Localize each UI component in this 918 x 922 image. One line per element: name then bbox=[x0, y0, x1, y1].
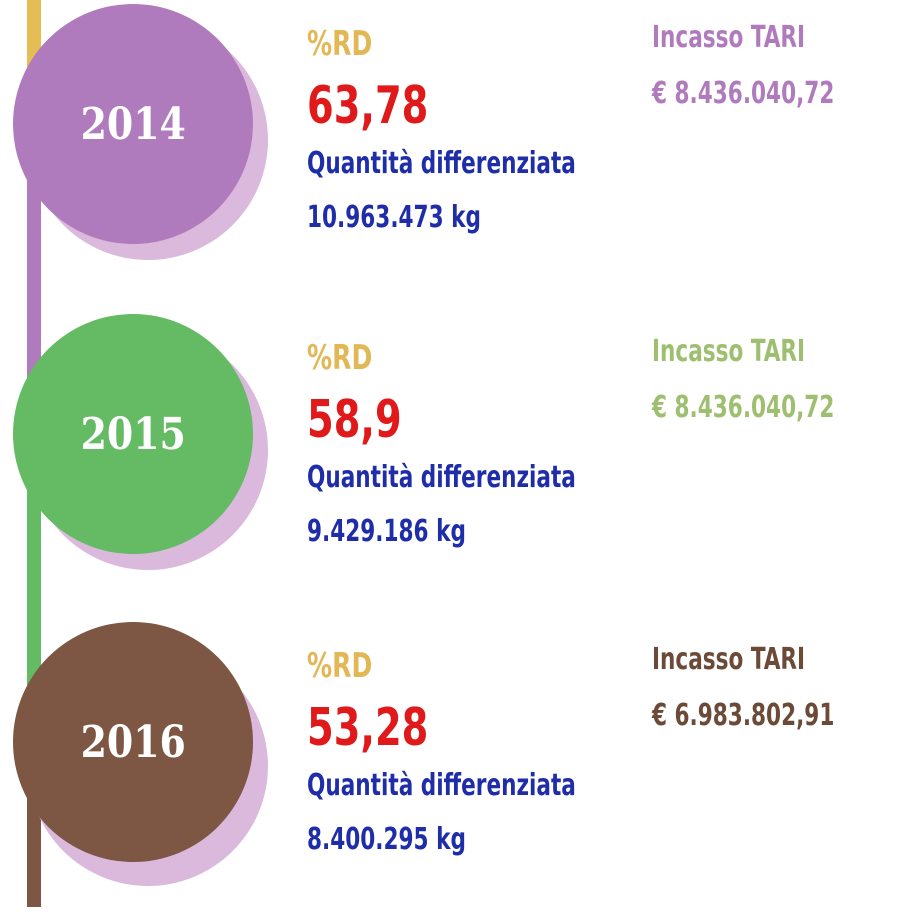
quantity-label: Quantità differenziata bbox=[307, 460, 576, 495]
year-entry-2015: 2015 %RD 58,9 Quantità differenziata 9.4… bbox=[0, 314, 918, 614]
rd-label: %RD bbox=[307, 24, 373, 64]
tari-label: Incasso TARI bbox=[652, 20, 806, 55]
year-entry-2014: 2014 %RD 63,78 Quantità differenziata 10… bbox=[0, 0, 918, 300]
tari-value: € 8.436.040,72 bbox=[652, 76, 835, 111]
quantity-value: 10.963.473 kg bbox=[307, 200, 481, 235]
tari-label: Incasso TARI bbox=[652, 642, 806, 677]
tari-value: € 8.436.040,72 bbox=[652, 390, 835, 425]
tari-label: Incasso TARI bbox=[652, 334, 806, 369]
year-circle: 2014 bbox=[13, 4, 253, 244]
quantity-value: 8.400.295 kg bbox=[307, 822, 466, 857]
quantity-value: 9.429.186 kg bbox=[307, 514, 466, 549]
year-label: 2016 bbox=[80, 716, 186, 768]
year-circle: 2016 bbox=[13, 622, 253, 862]
rd-value: 63,78 bbox=[307, 76, 429, 136]
tari-value: € 6.983.802,91 bbox=[652, 698, 835, 733]
quantity-label: Quantità differenziata bbox=[307, 768, 576, 803]
year-label: 2014 bbox=[80, 98, 186, 150]
year-label: 2015 bbox=[80, 408, 186, 460]
quantity-label: Quantità differenziata bbox=[307, 146, 576, 181]
year-circle: 2015 bbox=[13, 314, 253, 554]
rd-label: %RD bbox=[307, 338, 373, 378]
rd-label: %RD bbox=[307, 646, 373, 686]
year-entry-2016: 2016 %RD 53,28 Quantità differenziata 8.… bbox=[0, 622, 918, 922]
rd-value: 58,9 bbox=[307, 390, 402, 450]
rd-value: 53,28 bbox=[307, 698, 429, 758]
